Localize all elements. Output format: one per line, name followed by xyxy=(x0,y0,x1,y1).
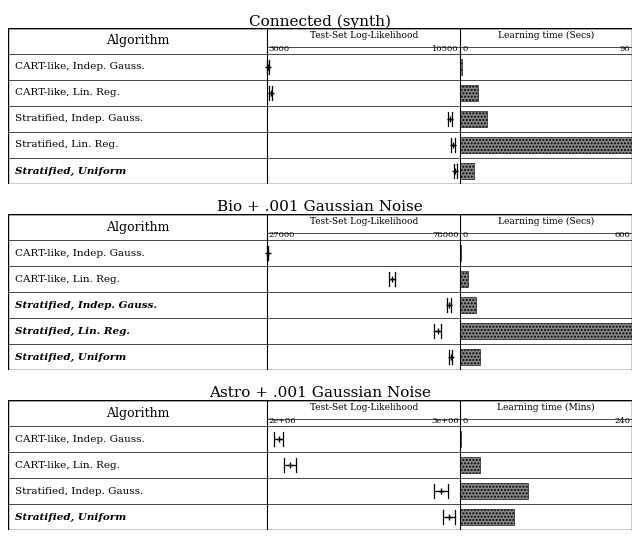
Text: Stratified, Indep. Gauss.: Stratified, Indep. Gauss. xyxy=(15,487,144,496)
Text: 27000: 27000 xyxy=(269,232,295,239)
Bar xyxy=(460,271,468,287)
Bar xyxy=(460,59,462,75)
Text: CART-like, Lin. Reg.: CART-like, Lin. Reg. xyxy=(15,274,120,283)
Text: Bio + .001 Gaussian Noise: Bio + .001 Gaussian Noise xyxy=(217,200,423,214)
Bar xyxy=(460,431,461,447)
Text: Algorithm: Algorithm xyxy=(106,406,169,420)
Text: 0: 0 xyxy=(462,45,468,53)
Bar xyxy=(460,509,514,525)
Text: CART-like, Indep. Gauss.: CART-like, Indep. Gauss. xyxy=(15,249,145,257)
Text: CART-like, Lin. Reg.: CART-like, Lin. Reg. xyxy=(15,460,120,470)
Text: Algorithm: Algorithm xyxy=(106,35,169,47)
Text: 240: 240 xyxy=(614,417,630,425)
Text: Test-Set Log-Likelihood: Test-Set Log-Likelihood xyxy=(310,403,418,412)
Text: 78000: 78000 xyxy=(432,232,458,239)
Text: 2e+06: 2e+06 xyxy=(269,417,296,425)
Bar xyxy=(460,457,481,473)
Text: Algorithm: Algorithm xyxy=(106,221,169,234)
Bar xyxy=(460,483,529,499)
Bar xyxy=(460,349,480,365)
Bar xyxy=(460,111,487,127)
Text: Learning time (Secs): Learning time (Secs) xyxy=(498,31,595,40)
Text: Test-Set Log-Likelihood: Test-Set Log-Likelihood xyxy=(310,31,418,40)
Text: Stratified, Indep. Gauss.: Stratified, Indep. Gauss. xyxy=(15,114,144,124)
Text: 10500: 10500 xyxy=(432,45,458,53)
Text: CART-like, Lin. Reg.: CART-like, Lin. Reg. xyxy=(15,89,120,97)
Text: Learning time (Mins): Learning time (Mins) xyxy=(497,403,595,412)
Text: CART-like, Indep. Gauss.: CART-like, Indep. Gauss. xyxy=(15,434,145,443)
Text: 600: 600 xyxy=(614,232,630,239)
Text: Stratified, Lin. Reg.: Stratified, Lin. Reg. xyxy=(15,140,119,150)
Text: 3000: 3000 xyxy=(269,45,290,53)
Text: Astro + .001 Gaussian Noise: Astro + .001 Gaussian Noise xyxy=(209,387,431,400)
Text: 0: 0 xyxy=(462,232,468,239)
Text: CART-like, Indep. Gauss.: CART-like, Indep. Gauss. xyxy=(15,63,145,72)
Text: Stratified, Lin. Reg.: Stratified, Lin. Reg. xyxy=(15,327,131,336)
Text: 3e+06: 3e+06 xyxy=(431,417,458,425)
Text: Stratified, Uniform: Stratified, Uniform xyxy=(15,353,127,361)
Text: Connected (synth): Connected (synth) xyxy=(249,14,391,29)
Text: Stratified, Indep. Gauss.: Stratified, Indep. Gauss. xyxy=(15,300,157,310)
Text: Learning time (Secs): Learning time (Secs) xyxy=(498,217,595,227)
Bar xyxy=(460,163,474,179)
Bar xyxy=(460,323,632,339)
Text: 90: 90 xyxy=(620,45,630,53)
Text: Test-Set Log-Likelihood: Test-Set Log-Likelihood xyxy=(310,217,418,226)
Text: Stratified, Uniform: Stratified, Uniform xyxy=(15,167,127,175)
Bar xyxy=(460,137,632,153)
Bar xyxy=(460,297,476,313)
Text: 0: 0 xyxy=(462,417,468,425)
Bar xyxy=(460,85,477,101)
Text: Stratified, Uniform: Stratified, Uniform xyxy=(15,513,127,521)
